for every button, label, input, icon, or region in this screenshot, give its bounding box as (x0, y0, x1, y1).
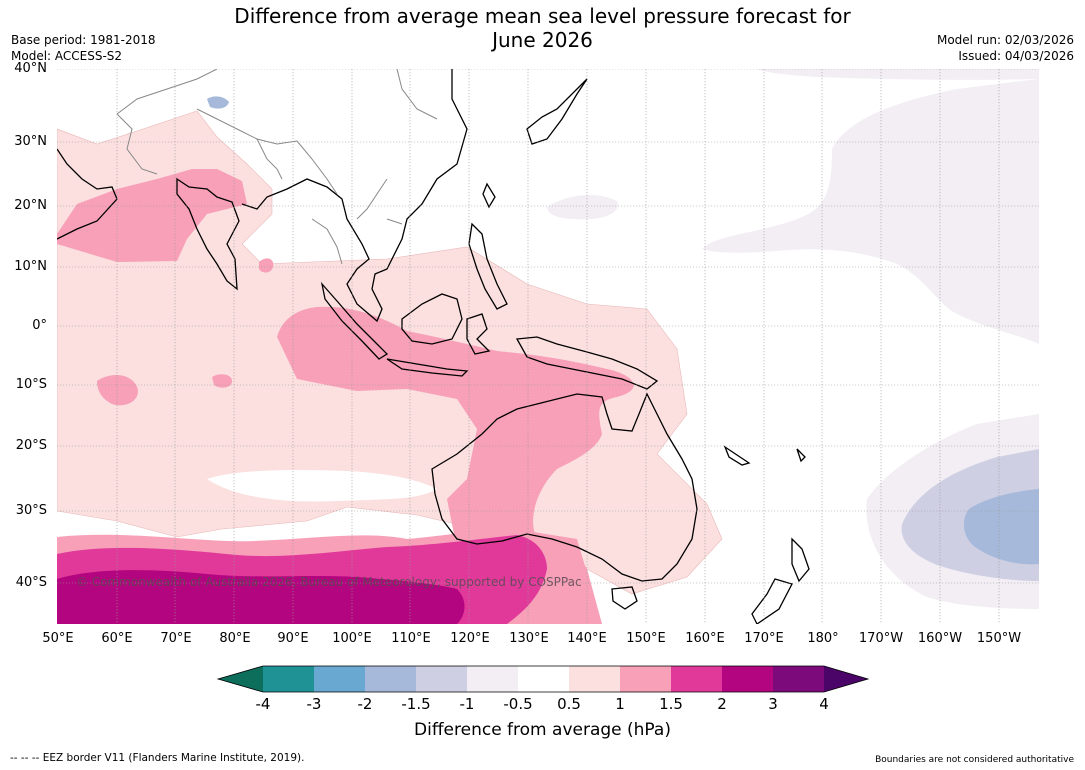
anomaly-region-neg-top (757, 69, 1039, 80)
title-line-2: June 2026 (492, 28, 593, 52)
country-borders (116, 69, 438, 265)
colorbar-extend-low (218, 666, 263, 692)
colorbar-swatch (671, 666, 722, 692)
lon-label: 90°E (277, 631, 309, 646)
lat-label: 10°S (15, 377, 47, 392)
lon-label: 100°E (332, 631, 372, 646)
colorbar-tick: 2 (717, 695, 727, 713)
anomaly-region-pink-small-1 (97, 375, 138, 406)
colorbar-swatch (314, 666, 365, 692)
lon-label: 130°E (509, 631, 549, 646)
graticule (57, 69, 1039, 624)
issued-date: Issued: 04/03/2026 (958, 49, 1074, 63)
colorbar-tick: -4 (255, 695, 271, 713)
boundary-disclaimer: Boundaries are not considered authoritat… (875, 755, 1074, 765)
chart-title: Difference from average mean sea level p… (0, 4, 1085, 52)
meta-right: Model run: 02/03/2026 Issued: 04/03/2026 (937, 32, 1074, 64)
lon-label: 170°E (744, 631, 784, 646)
colorbar-swatch (722, 666, 773, 692)
colorbar-swatch (620, 666, 671, 692)
colorbar (216, 665, 870, 693)
colorbar-tick: 4 (819, 695, 829, 713)
model-name: Model: ACCESS-S2 (11, 49, 123, 63)
anomaly-region-deep-magenta (57, 570, 465, 624)
lat-label: 20°S (15, 438, 47, 453)
colorbar-tick: -0.5 (503, 695, 533, 713)
colorbar-swatch (569, 666, 620, 692)
anomaly-gap-white (207, 469, 437, 502)
eez-note: -- -- -- EEZ border V11 (Flanders Marine… (10, 752, 305, 764)
colorbar-tick: -1.5 (401, 695, 431, 713)
colorbar-swatch (773, 666, 824, 692)
anomaly-region-neg-north-pacific (702, 79, 1039, 344)
anomaly-region-pink-small-2 (259, 258, 274, 273)
lon-label: 50°E (42, 631, 74, 646)
colorbar-tick: 3 (768, 695, 778, 713)
lat-label: 30°S (15, 503, 47, 518)
colorbar-extend-high (824, 666, 868, 692)
colorbar-swatch (263, 666, 314, 692)
anomaly-region-neg-small-north (547, 195, 618, 220)
lon-label: 110°E (391, 631, 431, 646)
anomaly-region-neg-himalaya (207, 96, 229, 109)
lat-label: 30°N (14, 134, 47, 149)
colorbar-tick: 1 (615, 695, 625, 713)
map-area (57, 69, 1039, 624)
colorbar-tick: -3 (306, 695, 322, 713)
lon-label: 70°E (160, 631, 192, 646)
lon-label: 150°W (976, 631, 1022, 646)
colorbar-swatch (365, 666, 416, 692)
title-line-1: Difference from average mean sea level p… (234, 4, 851, 28)
colorbar-tick: 1.5 (659, 695, 683, 713)
anomaly-region-pink-small-3 (212, 374, 232, 388)
lon-label: 170°W (858, 631, 904, 646)
lon-label: 60°E (101, 631, 133, 646)
coastlines (57, 69, 810, 624)
lon-label: 150°E (626, 631, 666, 646)
anomaly-region-neg-south-pacific-3 (963, 489, 1039, 565)
lon-label: 80°E (219, 631, 251, 646)
map-canvas (57, 69, 1039, 624)
copyright-watermark: © Commonwealth of Australia 2026, Bureau… (76, 575, 582, 589)
base-period: Base period: 1981-2018 (11, 33, 156, 47)
colorbar-swatch (416, 666, 467, 692)
colorbar-outline (216, 665, 870, 693)
colorbar-tick: 0.5 (557, 695, 581, 713)
colorbar-tick: -1 (459, 695, 475, 713)
colorbar-tick: -2 (357, 695, 373, 713)
lon-label: 160°W (917, 631, 963, 646)
lat-label: 0° (32, 318, 47, 333)
lat-label: 10°N (14, 259, 47, 274)
anomaly-region-pink-india (57, 169, 247, 262)
lon-label: 160°E (685, 631, 725, 646)
lat-label: 40°S (15, 575, 47, 590)
lon-label: 180° (807, 631, 839, 646)
lon-label: 120°E (450, 631, 490, 646)
model-run: Model run: 02/03/2026 (936, 33, 1074, 47)
meta-left: Base period: 1981-2018 Model: ACCESS-S2 (11, 32, 156, 64)
lon-label: 140°E (567, 631, 607, 646)
colorbar-swatch (467, 666, 518, 692)
lat-label: 40°N (14, 61, 47, 76)
colorbar-label: Difference from average (hPa) (414, 720, 671, 740)
colorbar-swatch (518, 666, 569, 692)
lat-label: 20°N (14, 198, 47, 213)
